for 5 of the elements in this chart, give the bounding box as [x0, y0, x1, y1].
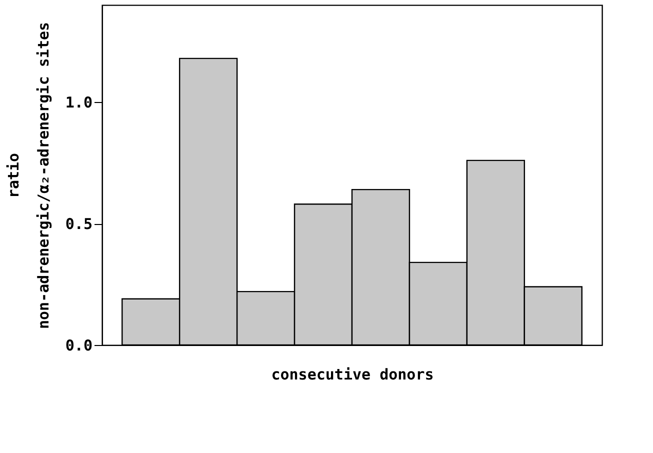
y-tick-label: 1.0	[65, 94, 92, 112]
x-axis-title: consecutive donors	[271, 366, 434, 384]
y-axis-title: ratio non-adrenergic/α₂-adrenergic sites	[4, 22, 52, 330]
y-tick-label: 0.0	[65, 336, 92, 354]
y-tick-label: 0.5	[65, 215, 92, 234]
